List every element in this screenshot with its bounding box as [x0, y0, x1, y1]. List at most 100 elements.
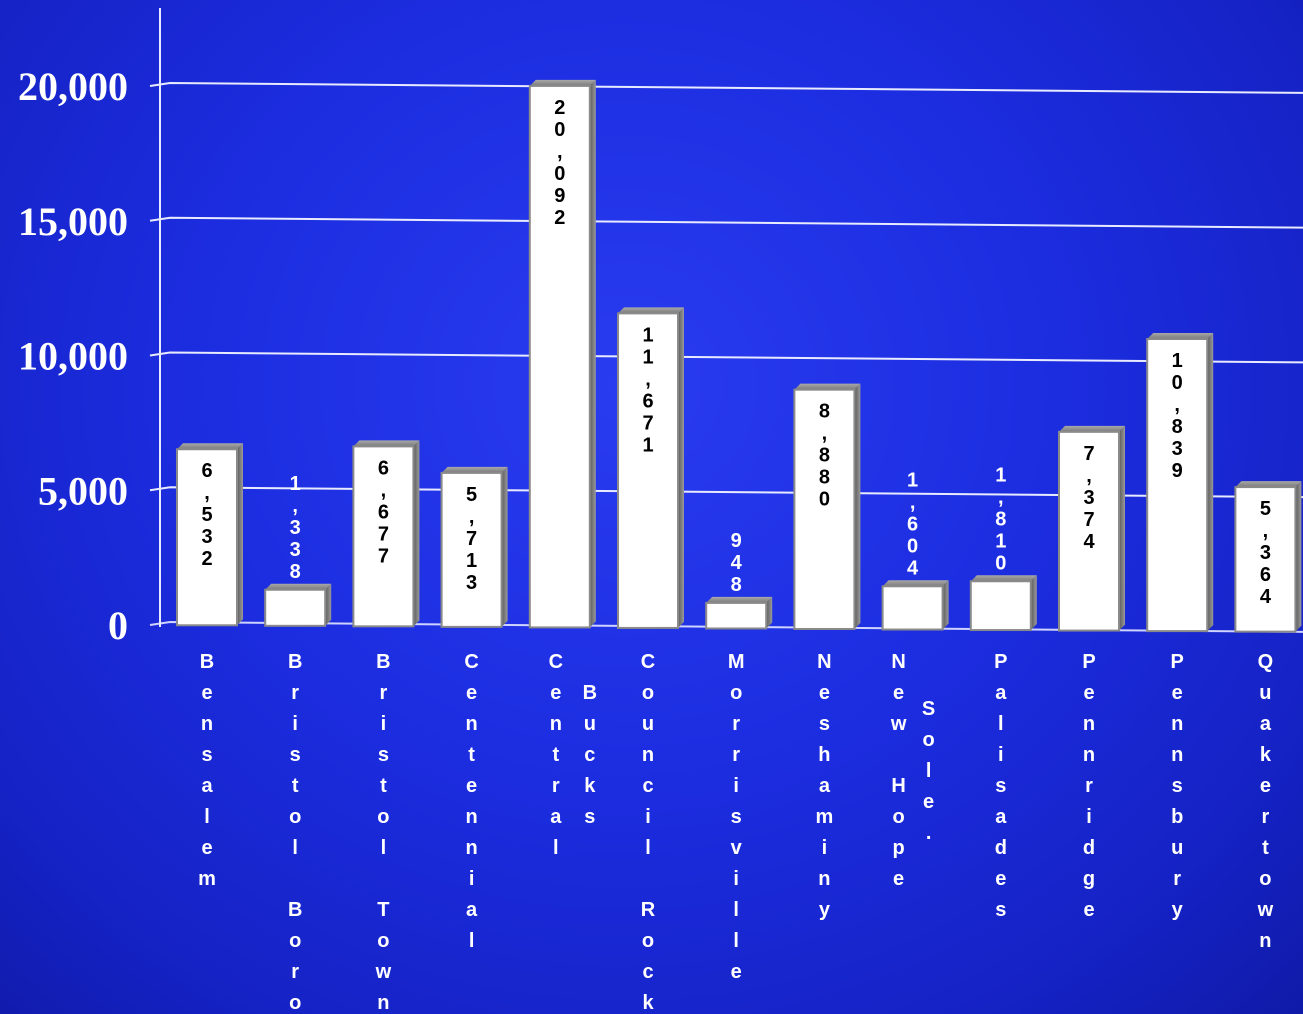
bar [1058, 425, 1125, 632]
bar-side [854, 383, 861, 629]
bar-side [237, 443, 243, 626]
y-tick-labels: 0 5,000 10,000 15,000 20,000 [18, 64, 128, 648]
y-tick-label: 20,000 [18, 64, 128, 109]
bar-top [529, 79, 596, 86]
bar-front [881, 585, 944, 631]
bar-top [1059, 425, 1125, 432]
bar-side [766, 596, 773, 629]
bar-front [528, 84, 591, 629]
y-tick-label: 10,000 [18, 334, 128, 379]
bar-front [440, 471, 503, 628]
bar-top [618, 307, 684, 314]
bar-top [706, 596, 773, 603]
bar [264, 583, 332, 627]
bar-top [353, 440, 420, 447]
bar-side [501, 466, 508, 627]
bar-front [176, 448, 238, 627]
bar-front [705, 601, 768, 630]
gridline [149, 486, 1303, 499]
bar-front [352, 445, 415, 628]
bar-side [589, 79, 596, 628]
value-labels: 6, 5 3 2 1, 3 3 8 6, 6 7 7 5, 7 1 3 2 0, 0 9 2 1 1, 6 7 1 9 4 8 8, 8 8 0… [201, 97, 1271, 608]
bar-top [970, 575, 1037, 582]
bar-side [325, 583, 332, 626]
bar-front [793, 388, 856, 630]
y-tick-label: 15,000 [18, 199, 128, 244]
bar-front [1058, 430, 1120, 632]
bar [617, 307, 684, 629]
bar-front [617, 312, 679, 629]
bar-front [1146, 337, 1209, 633]
bar-top [177, 443, 243, 450]
bar-top [1235, 481, 1302, 488]
bar-top [441, 466, 508, 473]
gridlines [149, 81, 1303, 633]
bar [793, 383, 861, 630]
bar-side [1030, 575, 1037, 631]
bar-side [1207, 332, 1214, 632]
bar [176, 443, 243, 627]
bar-front [264, 588, 327, 627]
gridline [149, 81, 1303, 94]
y-tick-label: 5,000 [38, 468, 128, 513]
bar-side [413, 440, 420, 627]
bar [705, 596, 773, 630]
bar-front [1234, 486, 1297, 633]
bar [1234, 481, 1302, 633]
bar-side [678, 307, 684, 628]
bar-top [794, 383, 861, 390]
bar-top [882, 580, 949, 587]
bar [969, 575, 1037, 632]
bar [1146, 332, 1214, 633]
bar-side [942, 580, 949, 630]
bar [528, 79, 596, 629]
bar-top [265, 583, 332, 590]
bar-top [1147, 332, 1214, 339]
bar-front [969, 580, 1032, 632]
gridline [149, 216, 1303, 229]
bar-side [1295, 481, 1302, 632]
y-tick-label: 0 [108, 603, 128, 648]
bar [352, 440, 420, 628]
bar [881, 580, 949, 631]
